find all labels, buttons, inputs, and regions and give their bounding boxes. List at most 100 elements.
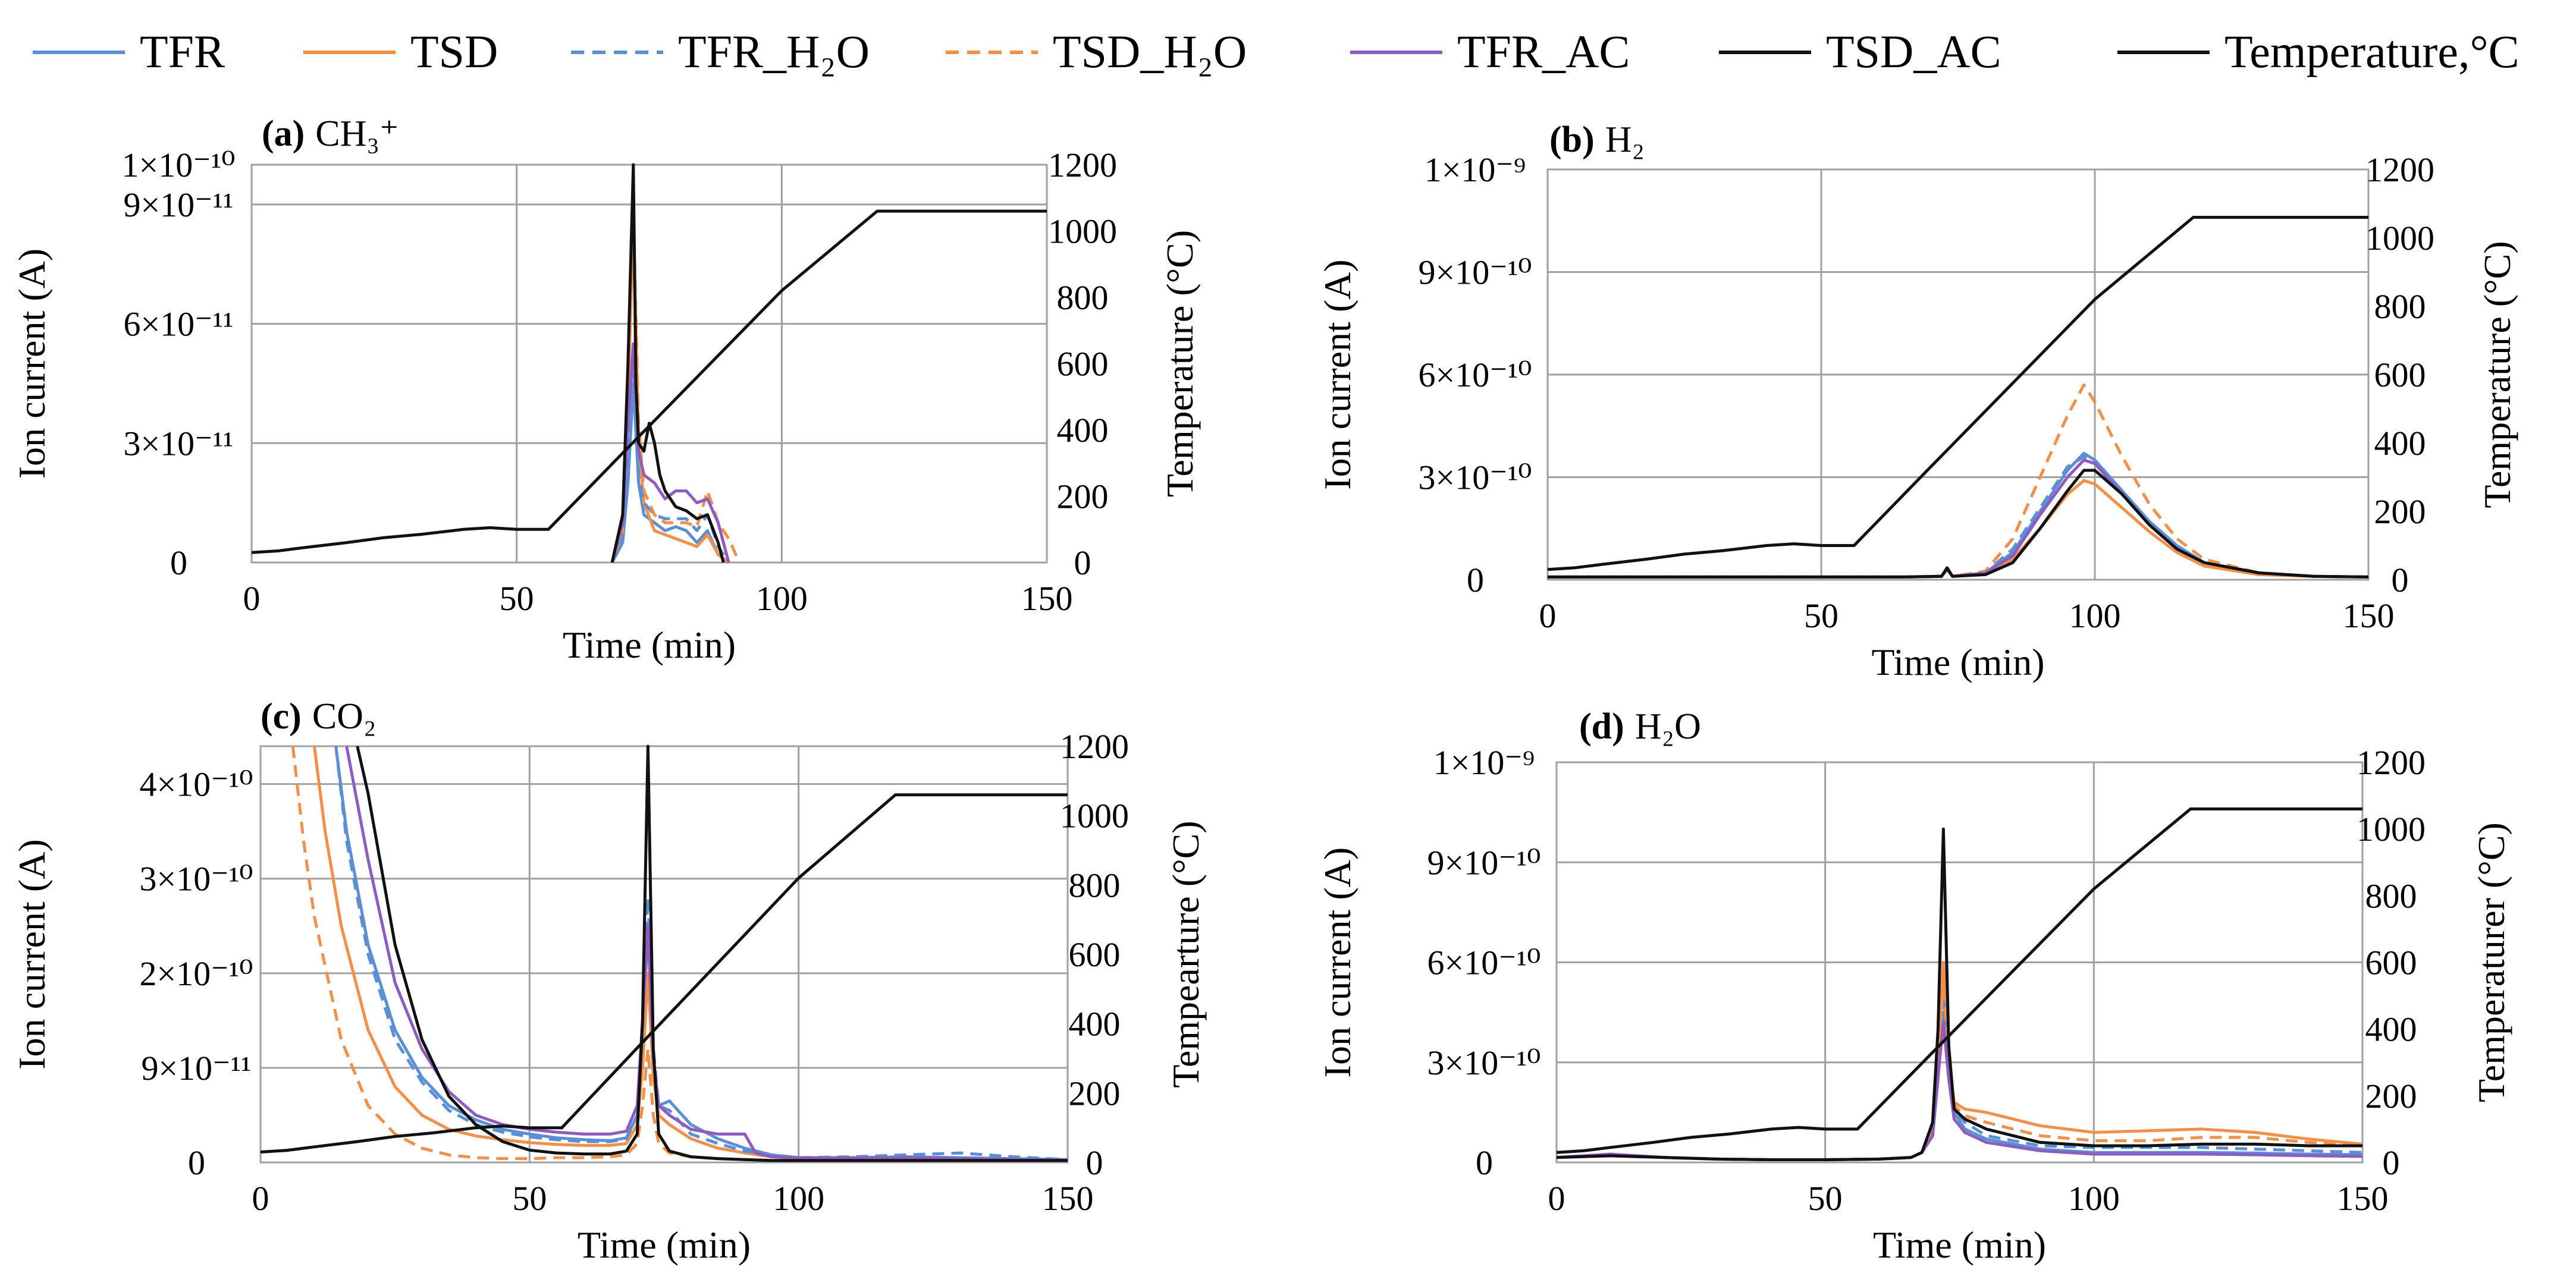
y2-tick-label: 800 [2365,876,2417,915]
x-axis-label: Time (min) [1872,641,2045,683]
series-line-tsd-ac [356,744,1068,1162]
panel-title: (d) H₂O [1579,706,1701,747]
y2-tick-label: 400 [2374,424,2426,463]
y-axis-label: Ion current (A) [11,839,53,1069]
y2-tick-label: 400 [2365,1010,2417,1049]
series-line-tsd [313,746,1068,1162]
panel-species: CH₃⁺ [315,114,399,154]
panel-title: (c) CO₂ [261,696,376,737]
y-axis-label: Ion current (A) [11,249,53,479]
x-tick-label: 0 [1539,596,1557,635]
legend-label: TSD_AC [1826,26,2001,77]
plot-frame [1546,168,2370,581]
y-tick-label: 9×10⁻¹⁰ [1427,843,1541,882]
y-tick-label: 3×10⁻¹⁰ [1419,458,1532,497]
series-line-tsd-h-o [291,746,1068,1162]
y2-tick-label: 200 [2365,1077,2417,1115]
x-axis-label: Time (min) [563,624,736,666]
y-axis-label: Ion current (A) [1316,259,1358,489]
x-tick-label: 50 [1804,596,1838,635]
y-tick-label: 6×10⁻¹⁰ [1419,356,1532,394]
panel-species: H₂O [1635,706,1701,747]
y2-tick-label: 400 [1057,411,1109,450]
y2-tick-label: 200 [2374,492,2426,531]
y2-axis-label: Temperature (°C) [1159,230,1201,497]
chart-panel-0: 0 50 100 15003×10⁻¹¹6×10⁻¹¹9×10⁻¹¹1×10⁻¹⁰02… [11,114,1201,666]
y-tick-label: 4×10⁻¹⁰ [140,765,253,804]
panel-letter: (b) [1549,120,1595,160]
y2-tick-label: 800 [2374,287,2426,326]
y2-tick-label: 0 [2383,1143,2400,1182]
plot-area [1548,216,2368,579]
y-tick-label: 0 [1467,561,1484,599]
x-tick-label: 100 [756,579,808,618]
x-tick-label: 100 [2068,1179,2120,1218]
series-line-tsd [1548,479,2368,579]
y2-tick-label: 600 [2365,944,2417,982]
y2-axis-label: Temperaturer (°C) [2470,822,2512,1102]
chart-panel-1: 0 50 100 15003×10⁻¹⁰6×10⁻¹⁰9×10⁻¹⁰1×10⁻⁹020… [1316,120,2518,683]
series-line-tsd [1557,961,2362,1161]
y-tick-label: 2×10⁻¹⁰ [140,954,253,993]
y2-tick-label: 800 [1069,866,1121,904]
plot-frame [250,164,1048,564]
y2-tick-label: 1200 [1060,727,1129,766]
panel-title: (a) CH₃⁺ [262,114,399,154]
y2-axis-label: Tempearture (°C) [1165,821,1207,1088]
y2-tick-label: 1000 [1048,212,1117,251]
legend-label: TFR_H₂O [678,26,870,77]
x-tick-label: 150 [2337,1179,2389,1218]
y2-tick-label: 1000 [2365,219,2434,257]
y-tick-label: 9×10⁻¹¹ [123,186,233,224]
y2-axis-label: Temperature (°C) [2476,241,2518,508]
y2-tick-label: 1200 [2365,150,2434,189]
chart-panel-3: 0 50 100 15003×10⁻¹⁰6×10⁻¹⁰9×10⁻¹⁰1×10⁻⁹020… [1316,706,2512,1266]
x-tick-label: 100 [773,1179,824,1218]
y-tick-label: 0 [1476,1143,1493,1182]
plot-area [1557,807,2362,1161]
y-tick-label: 0 [188,1143,205,1182]
y2-tick-label: 200 [1069,1074,1121,1112]
panel-letter: (a) [262,114,305,154]
legend: TFR TSD TFR_H₂O TSD_H₂O TFR_AC TSD_AC Temperat… [33,26,2519,77]
y-tick-label: 1×10⁻⁹ [1433,743,1535,782]
y-tick-label: 3×10⁻¹¹ [123,424,233,463]
x-tick-label: 100 [2069,596,2121,635]
series-line-tfr [1548,451,2368,579]
y2-tick-label: 1200 [1048,146,1117,184]
panel-letter: (c) [261,696,302,737]
y-tick-label: 0 [170,543,187,582]
y2-tick-label: 400 [1069,1005,1121,1044]
temperature-line [1557,807,2362,1154]
series-line-tfr-ac [610,342,730,563]
x-tick-label: 150 [2343,596,2395,635]
x-axis-label: Time (min) [1873,1224,2046,1266]
temperature-line [261,793,1068,1154]
y-tick-label: 6×10⁻¹⁰ [1427,944,1541,982]
legend-label: TFR_AC [1457,26,1630,77]
y-axis-label: Ion current (A) [1316,847,1358,1077]
y2-tick-label: 0 [2392,561,2409,599]
series-line-tsd-ac [1548,469,2368,579]
x-tick-label: 150 [1042,1179,1094,1218]
y2-tick-label: 0 [1074,543,1091,582]
y-tick-label: 3×10⁻¹⁰ [140,860,253,898]
plot-area [252,163,1047,564]
y-tick-label: 9×10⁻¹¹ [141,1049,251,1088]
temperature-line [1548,216,2368,571]
panel-title: (b) H₂ [1549,120,1645,160]
legend-label: TSD [410,26,498,77]
x-axis-label: Time (min) [578,1224,751,1266]
plot-frame [259,745,1069,1164]
series-line-tfr-h-o [1557,994,2362,1161]
x-tick-label: 50 [512,1179,547,1218]
x-tick-label: 50 [1808,1179,1843,1218]
y-tick-label: 1×10⁻¹⁰ [122,146,236,184]
y2-tick-label: 1200 [2357,743,2426,782]
chart-panel-2: 0 50 100 15009×10⁻¹¹2×10⁻¹⁰3×10⁻¹⁰4×10⁻¹⁰02… [11,696,1207,1266]
series-line-tfr [334,746,1068,1161]
y-tick-label: 9×10⁻¹⁰ [1419,253,1532,292]
panel-letter: (d) [1579,706,1624,747]
y2-tick-label: 1000 [1060,797,1129,835]
